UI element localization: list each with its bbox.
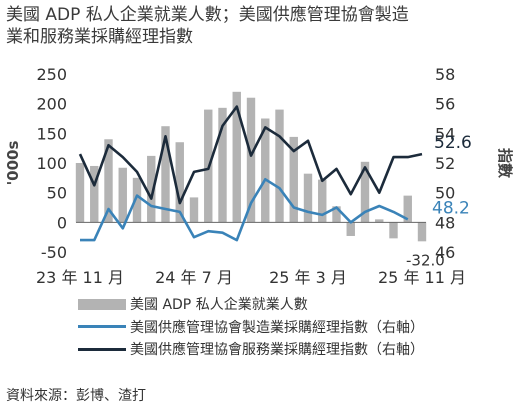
legend-item-services: 美國供應管理協會服務業採購經理指數（右軸） (78, 338, 424, 361)
x-tick-label: 25 年 3 月 (269, 268, 347, 287)
bar-adp-23 (403, 195, 412, 223)
bar-adp-1 (90, 165, 99, 223)
left-tick-label: 250 (36, 65, 67, 84)
right-tick-label: 50 (435, 184, 455, 203)
bar-adp-5 (147, 155, 156, 223)
legend-swatch-adp (78, 298, 126, 310)
bar-adp-22 (389, 222, 398, 239)
bar-adp-21 (375, 219, 384, 223)
bar-adp-4 (132, 177, 142, 223)
legend: 美國 ADP 私人企業就業人數 美國供應管理協會製造業採購經理指數（右軸） 美國… (78, 293, 424, 361)
left-axis-title: '000s (4, 141, 22, 186)
right-tick-label: 56 (435, 95, 455, 114)
legend-swatch-manufacturing (78, 325, 126, 329)
bar-adp-7 (175, 142, 184, 223)
bar-adp-2 (104, 139, 113, 223)
annotation-services: 52.6 (434, 133, 472, 153)
right-tick-label: 54 (435, 124, 455, 143)
source-note: 資料來源：彭博、渣打 (6, 388, 146, 404)
chart-title-line-1: 美國 ADP 私人企業就業人數；美國供應管理協會製造 (6, 5, 409, 25)
annotation-manufacturing: 48.2 (432, 198, 470, 218)
legend-item-manufacturing: 美國供應管理協會製造業採購經理指數（右軸） (78, 316, 424, 339)
right-tick-label: 48 (435, 213, 455, 232)
x-tick-label: 25 年 11 月 (378, 268, 466, 287)
line-manufacturing (80, 178, 409, 242)
bar-adp-10 (218, 107, 227, 223)
bar-adp-3 (118, 167, 127, 223)
bar-adp-24 (417, 222, 427, 242)
bar-adp-20 (360, 161, 370, 223)
bar-adp-13 (261, 118, 270, 223)
left-tick-label: -50 (41, 243, 67, 262)
bar-adp-19 (346, 222, 355, 236)
bar-adp-17 (318, 179, 327, 223)
annotation-adp: -32.0 (406, 251, 445, 269)
left-tick-label: 0 (57, 213, 67, 232)
bar-adp-16 (303, 173, 313, 223)
right-axis-title: 指數 (496, 148, 514, 178)
chart-title: 美國 ADP 私人企業就業人數；美國供應管理協會製造 業和服務業採購經理指數 (6, 4, 521, 48)
chart-canvas: -50 0 50 100 150 200 250 46 48 50 52 54 56 58 '000s 指數 2… (4, 65, 514, 287)
left-tick-label: 150 (36, 124, 67, 143)
bar-adp-0 (75, 163, 85, 223)
legend-label-manufacturing: 美國供應管理協會製造業採購經理指數（右軸） (130, 319, 424, 336)
left-tick-label: 50 (47, 184, 67, 203)
bar-adp-8 (189, 197, 199, 223)
bar-adp-11 (232, 91, 241, 223)
bar-adp-18 (332, 206, 341, 223)
right-tick-label: 58 (435, 65, 455, 84)
bar-adp-15 (289, 136, 298, 223)
x-tick-label: 23 年 11 月 (36, 268, 124, 287)
bar-adp-12 (246, 97, 256, 223)
x-tick-label: 24 年 7 月 (155, 268, 233, 287)
legend-label-adp: 美國 ADP 私人企業就業人數 (130, 297, 308, 314)
line-services (78, 105, 423, 205)
right-tick-label: 52 (435, 154, 455, 173)
bar-adp-14 (275, 109, 284, 223)
legend-label-services: 美國供應管理協會服務業採購經理指數（右軸） (130, 342, 424, 359)
legend-item-adp: 美國 ADP 私人企業就業人數 (78, 293, 424, 316)
chart-title-line-2: 業和服務業採購經理指數 (6, 27, 193, 47)
right-tick-label: 46 (435, 243, 455, 262)
left-tick-label: 100 (36, 154, 67, 173)
legend-swatch-services (78, 347, 126, 351)
left-tick-label: 200 (36, 95, 67, 114)
bar-adp-6 (161, 126, 170, 223)
